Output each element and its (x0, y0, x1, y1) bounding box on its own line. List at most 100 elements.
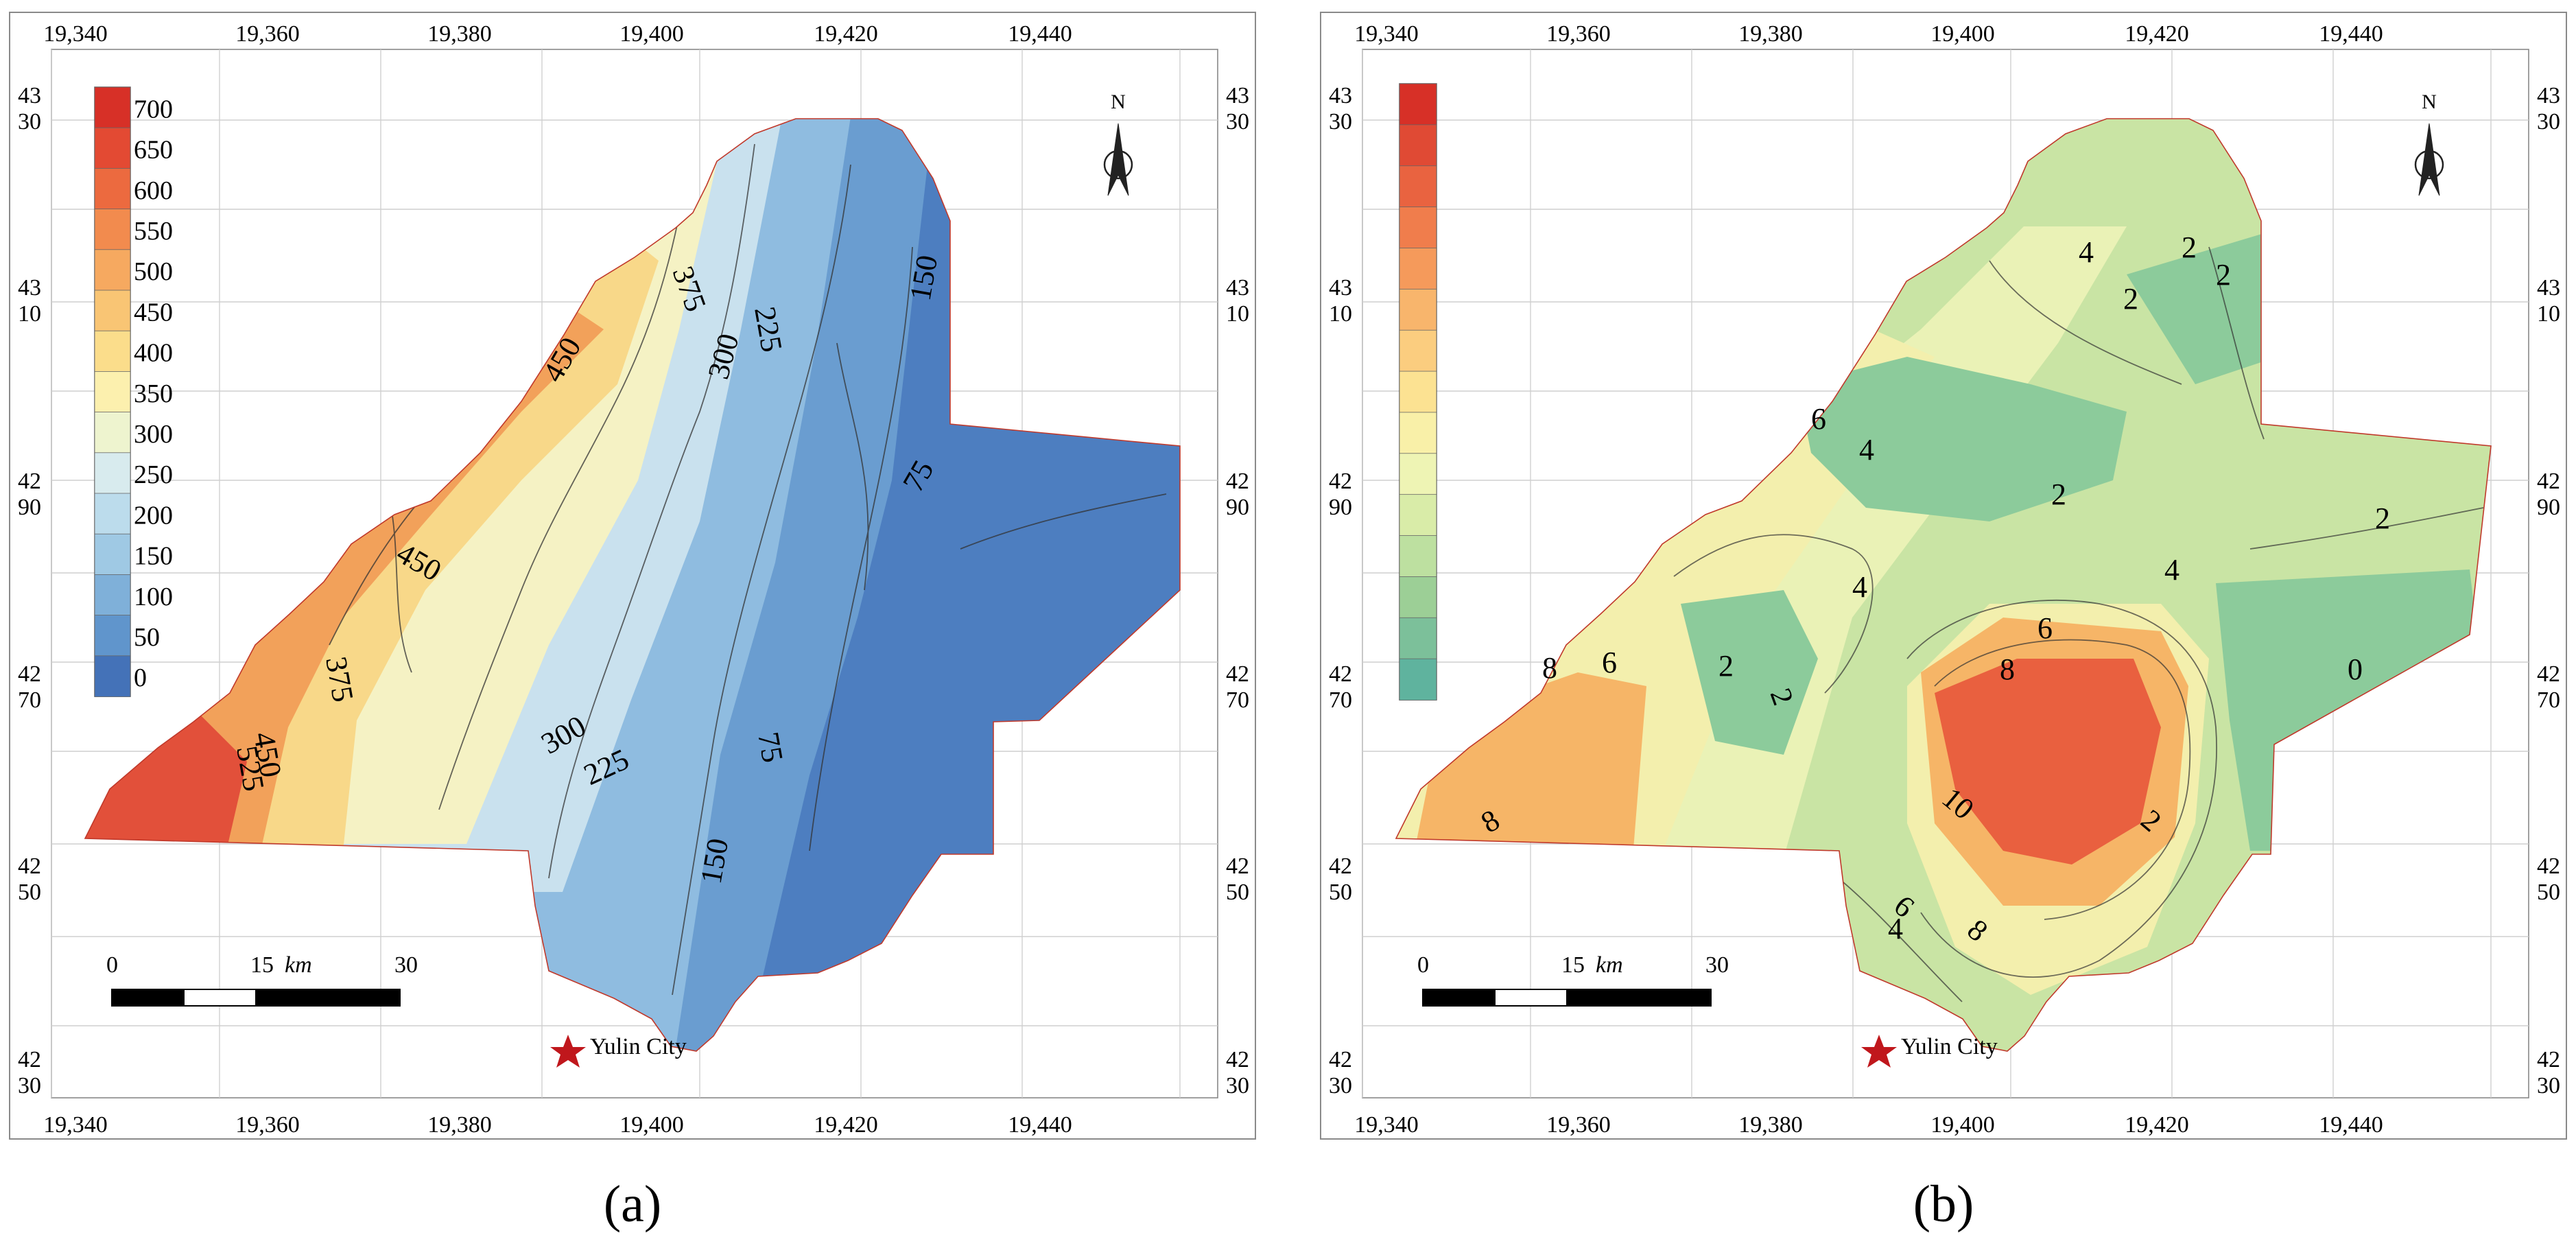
x-tick-label-bottom: 19,380 (427, 1112, 492, 1138)
y-tick-label: 70 (2537, 687, 2560, 713)
contour-label: 6 (1602, 646, 1617, 679)
scale-bar-label: 15 (250, 952, 274, 978)
y-tick-label: 70 (18, 687, 41, 713)
x-tick-label-bottom: 19,420 (2125, 1112, 2189, 1138)
panel-a-north-label: N (1111, 91, 1126, 113)
contour-label: 225 (748, 304, 789, 355)
scale-bar-label: 30 (1705, 952, 1729, 978)
contour-label: 150 (903, 252, 945, 303)
y-tick-label: 10 (2537, 301, 2560, 327)
y-tick-label: 90 (2537, 495, 2560, 520)
scale-bar-segment (327, 989, 401, 1007)
panel-a: 7006506005505004504003503002502001501005… (9, 12, 1256, 1140)
y-tick-label: 42 (2537, 661, 2560, 687)
legend-label: 50 (134, 623, 160, 652)
legend-swatch (94, 330, 131, 373)
scale-bar-segment (183, 989, 257, 1007)
legend-swatch (1399, 207, 1437, 249)
legend-swatch (1399, 658, 1437, 701)
north-arrow-icon (2418, 123, 2440, 196)
legend-swatch (1399, 165, 1437, 208)
legend-swatch (94, 127, 131, 169)
caption-a: (a) (604, 1175, 661, 1233)
legend-label: 0 (134, 663, 147, 692)
scale-bar-segment (1566, 989, 1640, 1007)
y-tick-label: 43 (1226, 83, 1249, 108)
contour-label: 75 (751, 729, 790, 765)
scale-bar-label: 0 (106, 952, 118, 978)
legend-swatch (94, 249, 131, 291)
y-tick-label: 43 (2537, 275, 2560, 301)
y-tick-label: 43 (18, 83, 41, 108)
y-tick-label: 42 (1329, 661, 1352, 687)
legend-swatch (94, 167, 131, 210)
legend-label: 400 (134, 339, 173, 368)
x-tick-label-top: 19,420 (814, 21, 878, 47)
panel-b-north-arrow: N (2414, 91, 2444, 196)
legend-label: 250 (134, 460, 173, 489)
panel-a-contour-labels: 375 450 450 375 300 225 150 75 300 225 7… (230, 252, 944, 886)
panel-b-city-label: Yulin City (1901, 1034, 1998, 1059)
star-icon (1861, 1035, 1897, 1068)
y-tick-label: 30 (18, 109, 41, 134)
x-tick-label-top: 19,380 (427, 21, 492, 47)
x-tick-label-top: 19,340 (43, 21, 108, 47)
legend-label: 100 (134, 583, 173, 611)
panel-b-legend (1399, 83, 1437, 701)
y-tick-label: 30 (1329, 1073, 1352, 1098)
panel-a-axis-ticks: 19,340 19,340 19,360 19,360 19,380 19,380 19,4… (18, 21, 1249, 1138)
x-tick-label-top: 19,360 (235, 21, 300, 47)
legend-swatch (1399, 617, 1437, 660)
y-tick-label: 42 (2537, 1047, 2560, 1072)
contour-label: 2 (2216, 258, 2231, 292)
legend-swatch (94, 209, 131, 250)
x-tick-label-bottom: 19,360 (1546, 1112, 1611, 1138)
y-tick-label: 50 (1329, 880, 1352, 905)
y-tick-label: 90 (1226, 495, 1249, 520)
y-tick-label: 10 (18, 301, 41, 327)
x-tick-label-bottom: 19,400 (619, 1112, 684, 1138)
x-tick-label-bottom: 19,360 (235, 1112, 300, 1138)
legend-swatch (1399, 494, 1437, 537)
legend-label: 550 (134, 217, 173, 246)
x-tick-label-bottom: 19,440 (1008, 1112, 1072, 1138)
y-tick-label: 42 (1226, 1047, 1249, 1072)
north-arrow-icon (1107, 123, 1129, 196)
panel-a-north-arrow: N (1103, 91, 1133, 196)
y-tick-label: 43 (18, 275, 41, 301)
panel-a-city-marker: Yulin City (550, 1034, 687, 1068)
x-tick-label-top: 19,360 (1546, 21, 1611, 47)
legend-label: 700 (134, 95, 173, 124)
x-tick-label-bottom: 19,340 (43, 1112, 108, 1138)
y-tick-label: 43 (1329, 83, 1352, 108)
contour-label: 0 (2348, 653, 2363, 686)
legend-label: 350 (134, 379, 173, 408)
legend-swatch (94, 371, 131, 413)
y-tick-label: 42 (1226, 469, 1249, 494)
panel-b-city-marker: Yulin City (1861, 1034, 1998, 1068)
legend-swatch (1399, 288, 1437, 331)
legend-swatch (1399, 535, 1437, 578)
contour-label: 450 (247, 729, 288, 780)
y-tick-label: 50 (1226, 880, 1249, 905)
y-tick-label: 42 (18, 469, 41, 494)
y-tick-label: 42 (1329, 469, 1352, 494)
y-tick-label: 42 (18, 1047, 41, 1072)
legend-label: 200 (134, 501, 173, 530)
y-tick-label: 30 (1226, 109, 1249, 134)
x-tick-label-top: 19,380 (1738, 21, 1803, 47)
legend-swatch (94, 615, 131, 657)
contour-label: 2 (1718, 649, 1734, 683)
x-tick-label-top: 19,440 (2319, 21, 2383, 47)
contour-label: 525 (230, 743, 271, 794)
x-tick-label-bottom: 19,400 (1930, 1112, 1995, 1138)
legend-swatch (1399, 248, 1437, 290)
legend-swatch (1399, 576, 1437, 619)
legend-swatch (1399, 329, 1437, 372)
panel-b: N 0 15 30 km Yulin City 4 2 2 2 6 4 2 2 4 4… (1320, 12, 2567, 1140)
y-tick-label: 30 (18, 1073, 41, 1098)
y-tick-label: 30 (2537, 1073, 2560, 1098)
panel-b-axis-ticks: 19,340 19,340 19,360 19,360 19,380 19,380 19,4… (1329, 21, 2560, 1138)
legend-swatch (94, 655, 131, 697)
